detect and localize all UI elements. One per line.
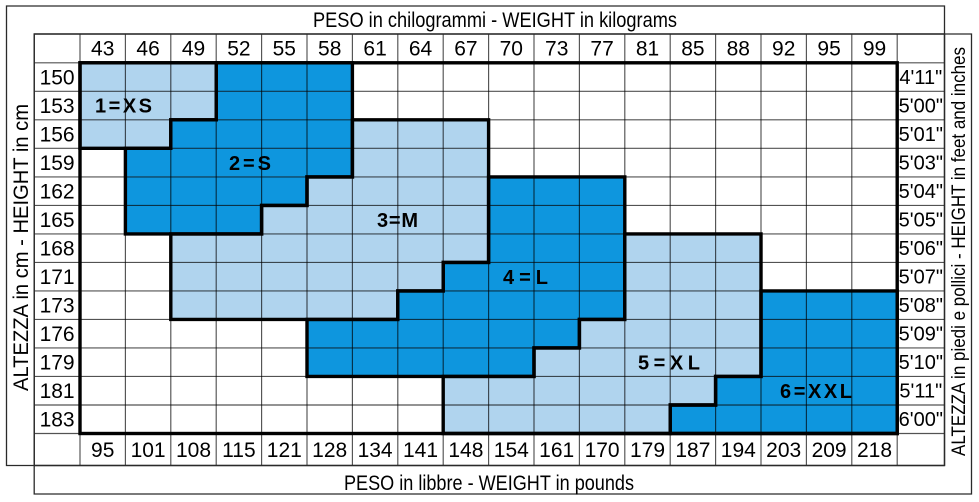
svg-text:179: 179 (40, 352, 75, 375)
svg-text:181: 181 (40, 380, 75, 403)
svg-text:5=XL: 5=XL (638, 352, 700, 374)
svg-text:5'01": 5'01" (899, 124, 943, 146)
svg-text:61: 61 (363, 38, 386, 61)
svg-text:162: 162 (40, 180, 75, 203)
svg-text:4'11": 4'11" (899, 67, 942, 89)
svg-text:159: 159 (40, 152, 75, 175)
svg-text:101: 101 (131, 439, 166, 462)
svg-text:165: 165 (40, 209, 75, 232)
svg-text:95: 95 (817, 38, 840, 61)
svg-text:179: 179 (630, 439, 665, 462)
svg-text:58: 58 (318, 38, 341, 61)
svg-text:88: 88 (727, 38, 750, 61)
svg-text:183: 183 (40, 409, 75, 432)
svg-text:5'10": 5'10" (899, 352, 943, 374)
svg-text:108: 108 (176, 439, 211, 462)
svg-text:150: 150 (40, 66, 75, 89)
svg-text:128: 128 (312, 439, 347, 462)
svg-text:49: 49 (182, 38, 205, 61)
svg-text:92: 92 (772, 38, 795, 61)
svg-text:154: 154 (494, 439, 529, 462)
svg-text:148: 148 (448, 439, 483, 462)
svg-text:81: 81 (636, 38, 659, 61)
svg-text:5'08": 5'08" (899, 295, 943, 317)
svg-text:3=M: 3=M (377, 210, 418, 232)
svg-text:6'00": 6'00" (899, 409, 943, 431)
svg-text:1=XS: 1=XS (95, 96, 152, 118)
svg-text:5'03": 5'03" (899, 153, 943, 175)
svg-text:2=S: 2=S (229, 153, 271, 175)
svg-text:46: 46 (136, 38, 159, 61)
svg-text:5'07": 5'07" (899, 267, 943, 289)
svg-text:85: 85 (681, 38, 704, 61)
svg-text:5'05": 5'05" (899, 210, 943, 232)
svg-text:73: 73 (545, 38, 568, 61)
svg-text:173: 173 (40, 295, 75, 318)
svg-text:153: 153 (40, 95, 75, 118)
svg-text:134: 134 (358, 439, 393, 462)
svg-text:5'09": 5'09" (899, 324, 943, 346)
svg-text:99: 99 (863, 38, 886, 61)
svg-text:161: 161 (539, 439, 574, 462)
svg-text:55: 55 (273, 38, 296, 61)
svg-text:121: 121 (267, 439, 302, 462)
svg-text:PESO in libbre - WEIGHT in po: PESO in libbre - WEIGHT in pounds (344, 472, 634, 495)
svg-text:52: 52 (227, 38, 250, 61)
svg-text:ALTEZZA in cm - HEIGHT in cm: ALTEZZA in cm - HEIGHT in cm (10, 104, 33, 391)
svg-text:203: 203 (766, 439, 801, 462)
svg-text:4=L: 4=L (503, 267, 548, 289)
svg-text:5'11": 5'11" (899, 381, 942, 403)
svg-text:156: 156 (40, 123, 75, 146)
svg-text:176: 176 (40, 323, 75, 346)
svg-text:194: 194 (721, 439, 756, 462)
svg-text:ALTEZZA in piedi e pollici - H: ALTEZZA in piedi e pollici - HEIGHT in f… (949, 47, 970, 456)
svg-text:168: 168 (40, 237, 75, 260)
svg-text:115: 115 (222, 439, 255, 462)
svg-text:77: 77 (590, 38, 613, 61)
svg-text:5'06": 5'06" (899, 238, 943, 260)
svg-text:95: 95 (91, 439, 114, 462)
svg-text:141: 141 (403, 439, 438, 462)
svg-text:67: 67 (454, 38, 477, 61)
svg-text:209: 209 (812, 439, 847, 462)
svg-text:70: 70 (500, 38, 523, 61)
svg-text:5'00": 5'00" (899, 96, 943, 118)
svg-text:171: 171 (40, 266, 75, 289)
svg-text:43: 43 (91, 38, 114, 61)
svg-text:PESO in chilogrammi - WEIGHT: PESO in chilogrammi - WEIGHT in kilogram… (313, 9, 677, 32)
svg-text:170: 170 (585, 439, 620, 462)
svg-text:64: 64 (409, 38, 433, 61)
svg-text:6=XXL: 6=XXL (780, 381, 852, 403)
svg-text:187: 187 (675, 439, 710, 462)
svg-text:218: 218 (857, 439, 892, 462)
svg-text:5'04": 5'04" (899, 181, 943, 203)
